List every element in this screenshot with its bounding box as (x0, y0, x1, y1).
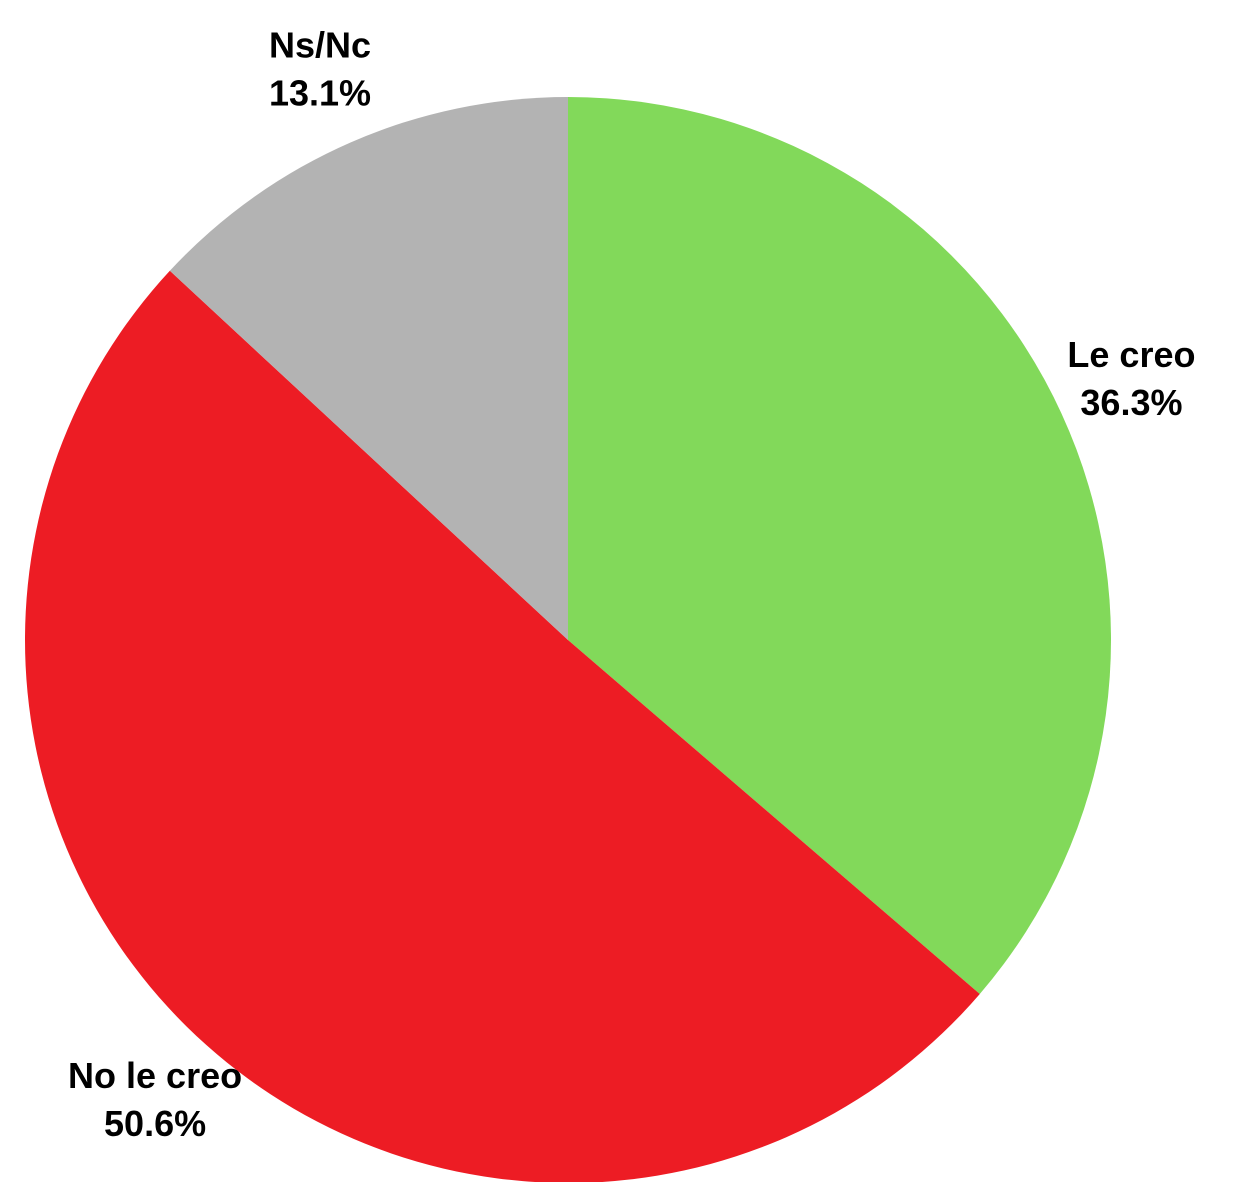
slice-label: Le creo (1067, 334, 1195, 375)
pie-slice (25, 270, 980, 1182)
slice-label: No le creo (68, 1055, 242, 1096)
slice-value-label: 13.1% (269, 72, 371, 113)
slice-label: Ns/Nc (269, 24, 371, 65)
pie-slice (169, 96, 568, 640)
slice-value-label: 50.6% (104, 1103, 206, 1144)
pie-slice (568, 97, 1111, 994)
slice-value-label: 36.3% (1080, 382, 1182, 423)
